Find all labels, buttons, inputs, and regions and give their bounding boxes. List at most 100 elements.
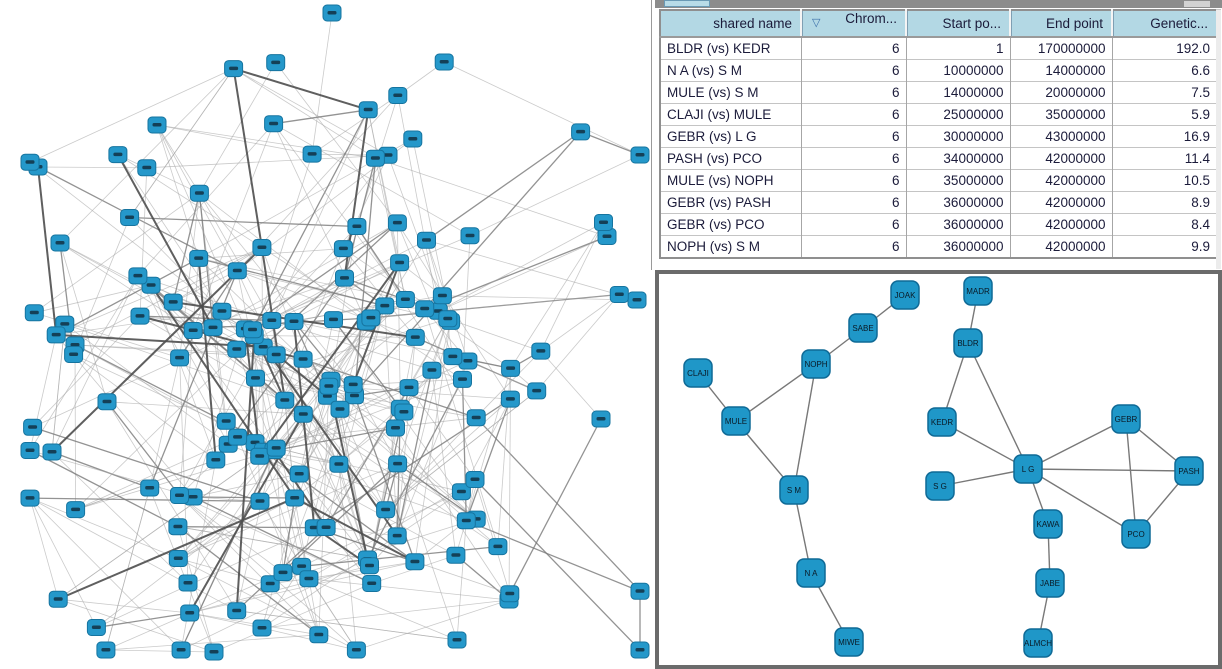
- table-cell[interactable]: 6: [800, 81, 906, 104]
- network-edge[interactable]: [32, 328, 246, 428]
- network-edge[interactable]: [29, 497, 182, 651]
- column-header-shared-name[interactable]: shared name: [660, 10, 801, 38]
- table-cell[interactable]: 42000000: [1009, 169, 1112, 192]
- table-row[interactable]: PASH (vs) PCO 6 34000000 42000000 11.4: [659, 147, 1217, 170]
- table-row[interactable]: MULE (vs) NOPH 6 35000000 42000000 10.5: [659, 169, 1217, 192]
- network-edge[interactable]: [444, 61, 641, 156]
- network-edge[interactable]: [106, 401, 181, 496]
- network-edge[interactable]: [338, 464, 357, 651]
- network-edge[interactable]: [474, 479, 641, 651]
- network-edge[interactable]: [1027, 468, 1190, 472]
- network-edge[interactable]: [179, 495, 357, 651]
- network-edge[interactable]: [29, 497, 97, 628]
- network-edge[interactable]: [251, 329, 399, 537]
- table-cell[interactable]: CLAJI (vs) MULE: [659, 103, 801, 126]
- network-edge[interactable]: [262, 262, 401, 452]
- network-edge[interactable]: [129, 68, 234, 218]
- network-edge[interactable]: [469, 154, 641, 237]
- network-edge[interactable]: [252, 155, 389, 330]
- network-edge[interactable]: [580, 131, 641, 156]
- table-cell[interactable]: MULE (vs) NOPH: [659, 169, 801, 192]
- network-edge[interactable]: [540, 222, 604, 352]
- overview-network-panel[interactable]: [0, 0, 652, 669]
- network-edge[interactable]: [343, 248, 416, 338]
- table-cell[interactable]: 6: [800, 103, 906, 126]
- network-edge[interactable]: [467, 360, 537, 392]
- network-edge[interactable]: [150, 284, 296, 499]
- table-cell[interactable]: 16.9: [1111, 125, 1217, 148]
- network-edge[interactable]: [178, 558, 271, 585]
- table-cell[interactable]: 14000000: [905, 81, 1010, 104]
- table-cell[interactable]: 20000000: [1009, 81, 1112, 104]
- network-edge[interactable]: [1027, 418, 1127, 470]
- network-edge[interactable]: [212, 222, 398, 328]
- network-node-sabe[interactable]: [848, 313, 878, 343]
- network-edge[interactable]: [75, 436, 238, 510]
- network-edge[interactable]: [150, 285, 217, 461]
- network-edge[interactable]: [233, 68, 389, 156]
- network-edge[interactable]: [254, 417, 477, 443]
- network-edge[interactable]: [311, 95, 399, 155]
- network-edge[interactable]: [149, 357, 180, 489]
- network-edge[interactable]: [414, 520, 467, 563]
- table-cell[interactable]: 42000000: [1009, 147, 1112, 170]
- network-edge[interactable]: [301, 491, 462, 567]
- network-edge[interactable]: [273, 449, 327, 529]
- network-node-sg[interactable]: [925, 471, 955, 501]
- network-edge[interactable]: [251, 109, 369, 331]
- network-edge[interactable]: [273, 123, 406, 300]
- network-edge[interactable]: [431, 370, 457, 556]
- network-edge[interactable]: [156, 124, 313, 155]
- table-row[interactable]: GEBR (vs) L G 6 30000000 43000000 16.9: [659, 125, 1217, 148]
- network-edge[interactable]: [1027, 468, 1137, 535]
- network-edge[interactable]: [275, 448, 284, 573]
- network-edge[interactable]: [259, 385, 330, 502]
- table-cell[interactable]: PASH (vs) PCO: [659, 147, 801, 170]
- network-node-kawa[interactable]: [1033, 509, 1063, 539]
- table-cell[interactable]: 6: [800, 169, 906, 192]
- network-edge[interactable]: [261, 599, 510, 629]
- network-node-sm[interactable]: [779, 475, 809, 505]
- network-edge[interactable]: [37, 166, 147, 169]
- network-edge[interactable]: [117, 154, 223, 312]
- network-edge[interactable]: [96, 612, 190, 629]
- network-edge[interactable]: [466, 520, 641, 592]
- network-edge[interactable]: [282, 497, 296, 573]
- network-edge[interactable]: [189, 612, 263, 629]
- network-edge[interactable]: [967, 342, 1029, 470]
- network-edge[interactable]: [509, 418, 602, 595]
- table-cell[interactable]: 8.9: [1111, 191, 1217, 214]
- network-edge[interactable]: [57, 455, 260, 600]
- table-cell[interactable]: 6: [800, 59, 906, 82]
- network-edge[interactable]: [263, 450, 467, 522]
- network-edge[interactable]: [233, 68, 376, 159]
- network-node-pash[interactable]: [1174, 456, 1204, 486]
- network-edge[interactable]: [426, 131, 581, 241]
- network-edge[interactable]: [455, 554, 510, 601]
- network-edge[interactable]: [29, 497, 179, 559]
- network-edge[interactable]: [197, 258, 217, 461]
- table-cell[interactable]: 35000000: [905, 169, 1010, 192]
- network-edge[interactable]: [105, 634, 319, 651]
- network-node-bldr[interactable]: [953, 328, 983, 358]
- table-top-scrollbar[interactable]: [655, 0, 1222, 8]
- network-edge[interactable]: [180, 558, 368, 651]
- overview-network-canvas[interactable]: [0, 0, 652, 669]
- table-cell[interactable]: GEBR (vs) L G: [659, 125, 801, 148]
- network-edge[interactable]: [232, 68, 263, 248]
- network-edge[interactable]: [438, 236, 608, 312]
- network-edge[interactable]: [294, 411, 405, 499]
- table-cell[interactable]: NOPH (vs) S M: [659, 235, 801, 258]
- network-edge[interactable]: [465, 398, 512, 521]
- table-cell[interactable]: 10.5: [1111, 169, 1217, 192]
- network-edge[interactable]: [793, 363, 817, 491]
- network-edge[interactable]: [236, 610, 458, 641]
- table-cell[interactable]: 6: [800, 235, 906, 258]
- network-edge[interactable]: [198, 258, 304, 360]
- column-header-chromosome[interactable]: ▽ Chrom...: [800, 10, 906, 38]
- table-cell[interactable]: 42000000: [1009, 191, 1112, 214]
- network-edge[interactable]: [313, 305, 386, 528]
- table-cell[interactable]: 43000000: [1009, 125, 1112, 148]
- network-edge[interactable]: [396, 370, 433, 537]
